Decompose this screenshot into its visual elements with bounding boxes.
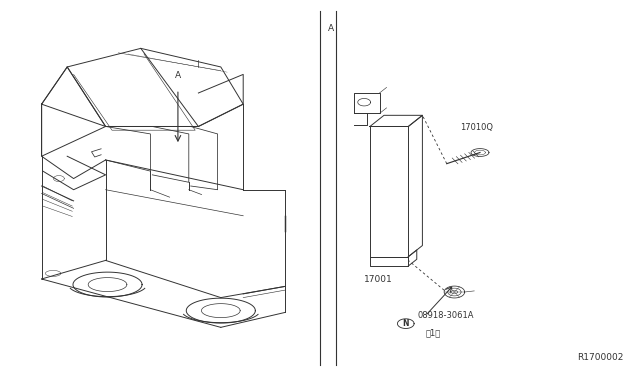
Text: （1）: （1） [426,328,441,337]
Text: N: N [403,319,409,328]
Text: R1700002: R1700002 [578,353,624,362]
Text: 08918-3061A: 08918-3061A [417,311,474,320]
Text: A: A [328,24,335,33]
Text: 17010Q: 17010Q [460,123,493,132]
Text: A: A [175,71,181,80]
Text: 17001: 17001 [364,275,392,284]
